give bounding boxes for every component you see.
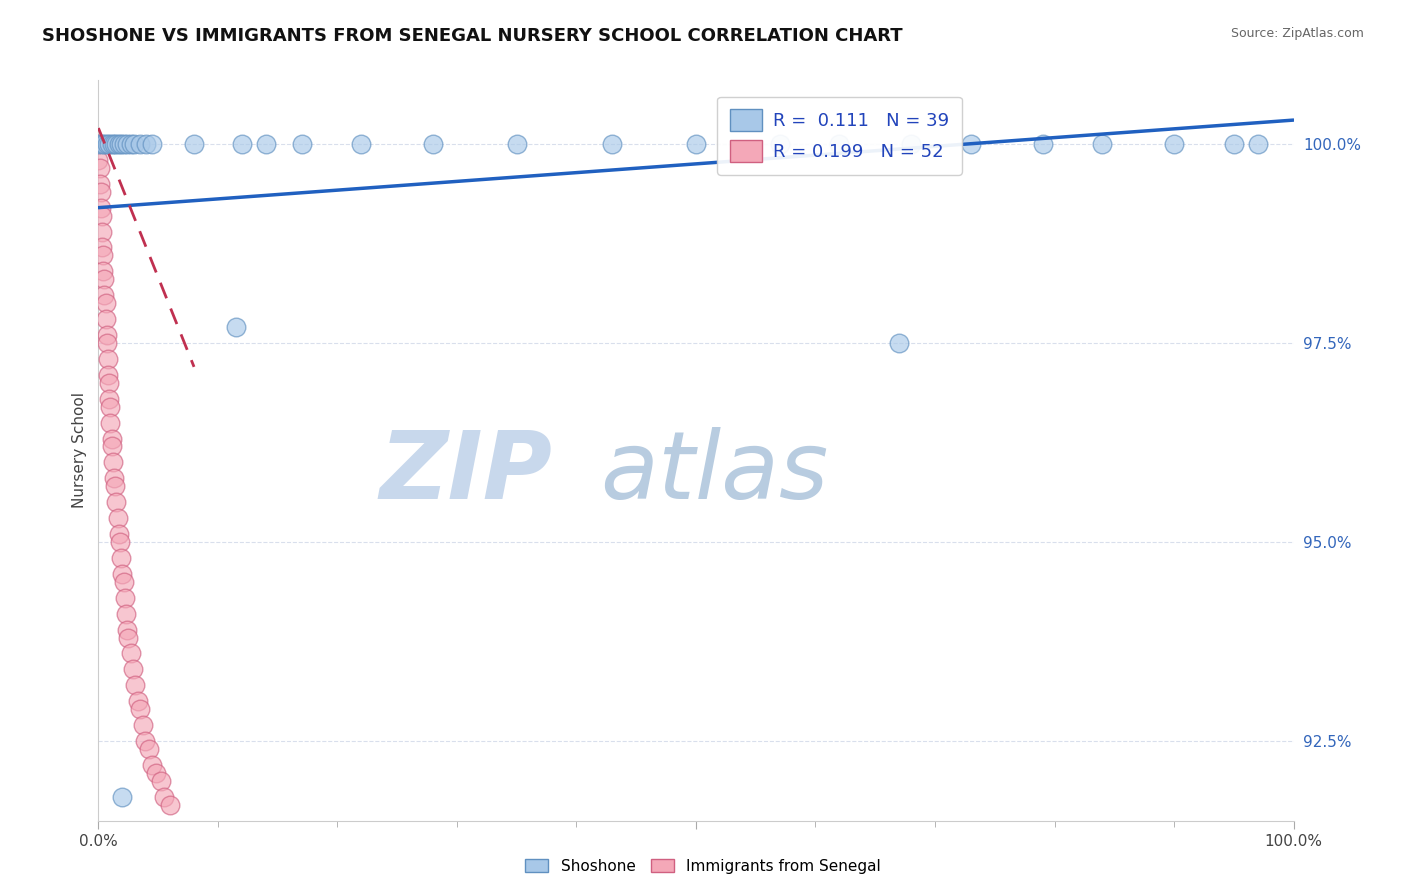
Point <box>127 694 149 708</box>
Point <box>685 136 707 151</box>
Point <box>768 136 790 151</box>
Point <box>350 136 373 151</box>
Point <box>93 272 115 286</box>
Point <box>96 136 118 151</box>
Point <box>90 201 112 215</box>
Point <box>89 161 111 175</box>
Point <box>98 136 121 151</box>
Point <box>93 136 115 151</box>
Point <box>108 535 131 549</box>
Point <box>135 136 157 151</box>
Point <box>115 136 138 151</box>
Point <box>110 550 132 565</box>
Point <box>506 136 529 151</box>
Point <box>91 136 114 151</box>
Point <box>159 797 181 812</box>
Point <box>100 440 122 454</box>
Point <box>101 455 124 469</box>
Point <box>1163 136 1185 151</box>
Point <box>94 296 117 310</box>
Point <box>91 248 114 262</box>
Point <box>134 734 156 748</box>
Point <box>138 742 160 756</box>
Point <box>98 392 121 406</box>
Point <box>120 647 142 661</box>
Point <box>98 376 121 390</box>
Text: ZIP: ZIP <box>380 426 553 518</box>
Point <box>103 136 125 151</box>
Point <box>90 185 112 199</box>
Point <box>93 288 115 302</box>
Point <box>111 566 134 581</box>
Point <box>87 136 110 151</box>
Point <box>124 136 146 151</box>
Point <box>1247 136 1270 151</box>
Point <box>115 623 138 637</box>
Point <box>122 662 145 676</box>
Point <box>149 773 172 788</box>
Point <box>291 136 314 151</box>
Legend: R =  0.111   N = 39, R = 0.199   N = 52: R = 0.111 N = 39, R = 0.199 N = 52 <box>717 96 962 175</box>
Point <box>117 631 139 645</box>
Point <box>87 136 110 151</box>
Point <box>225 320 247 334</box>
Point <box>231 136 253 151</box>
Point <box>94 312 117 326</box>
Point <box>889 336 911 351</box>
Point <box>105 136 128 151</box>
Text: SHOSHONE VS IMMIGRANTS FROM SENEGAL NURSERY SCHOOL CORRELATION CHART: SHOSHONE VS IMMIGRANTS FROM SENEGAL NURS… <box>42 27 903 45</box>
Point <box>254 136 277 151</box>
Point <box>112 574 135 589</box>
Point <box>100 136 122 151</box>
Point <box>97 368 120 382</box>
Point <box>183 136 205 151</box>
Point <box>960 136 983 151</box>
Point <box>900 136 922 151</box>
Point <box>111 789 134 804</box>
Point <box>129 702 152 716</box>
Point <box>153 789 176 804</box>
Point <box>1032 136 1054 151</box>
Point <box>120 136 142 151</box>
Point <box>1223 136 1246 151</box>
Point <box>112 136 135 151</box>
Point <box>115 607 138 621</box>
Point <box>105 495 128 509</box>
Point <box>1091 136 1114 151</box>
Point <box>103 471 125 485</box>
Point <box>145 765 167 780</box>
Point <box>110 136 132 151</box>
Point <box>98 400 122 414</box>
Point <box>87 153 110 167</box>
Point <box>96 336 118 351</box>
Point <box>141 758 163 772</box>
Point <box>91 209 114 223</box>
Point <box>96 328 118 343</box>
Point <box>91 225 114 239</box>
Point <box>129 136 152 151</box>
Point <box>107 511 129 525</box>
Text: atlas: atlas <box>600 427 828 518</box>
Point <box>89 177 111 191</box>
Point <box>124 678 146 692</box>
Point <box>100 432 122 446</box>
Point <box>114 591 136 605</box>
Point <box>97 351 120 366</box>
Point <box>104 479 127 493</box>
Y-axis label: Nursery School: Nursery School <box>72 392 87 508</box>
Point <box>602 136 624 151</box>
Point <box>98 416 122 430</box>
Legend: Shoshone, Immigrants from Senegal: Shoshone, Immigrants from Senegal <box>519 853 887 880</box>
Point <box>828 136 851 151</box>
Point <box>107 527 129 541</box>
Point <box>422 136 444 151</box>
Point <box>91 240 114 254</box>
Point <box>131 718 153 732</box>
Point <box>91 264 114 278</box>
Text: Source: ZipAtlas.com: Source: ZipAtlas.com <box>1230 27 1364 40</box>
Point <box>141 136 163 151</box>
Point <box>107 136 129 151</box>
